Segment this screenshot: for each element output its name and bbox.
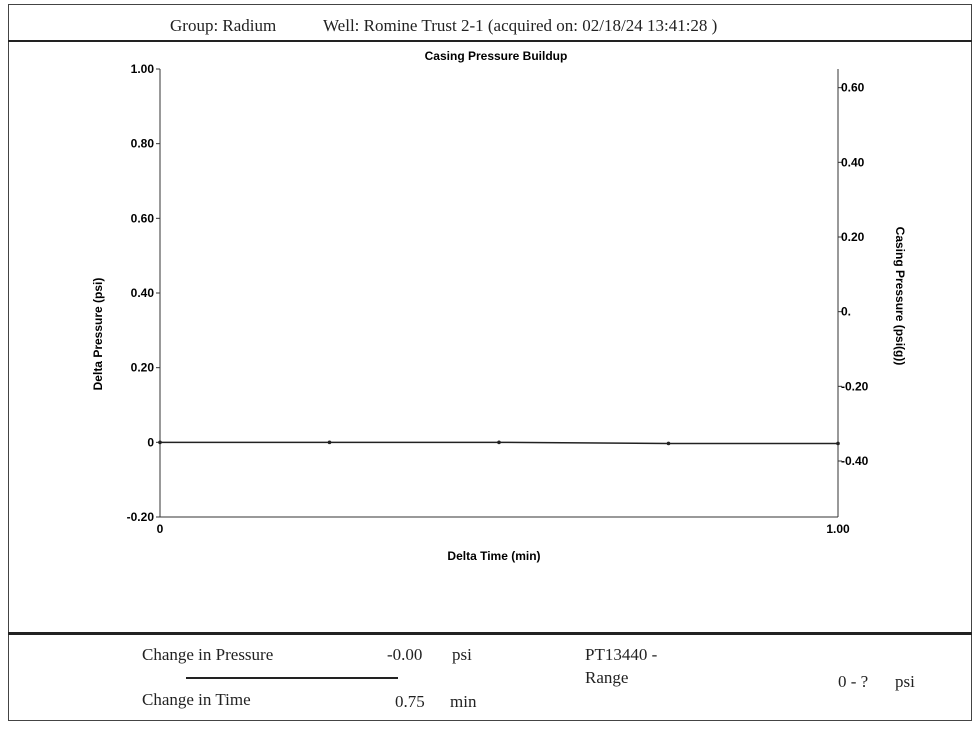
header-divider bbox=[8, 40, 972, 42]
group-label: Group: Radium bbox=[170, 16, 277, 35]
y-tick-label: 1.00 bbox=[131, 62, 155, 76]
sensor-id: PT13440 - bbox=[585, 645, 658, 664]
y2-tick-label: -0.40 bbox=[841, 454, 869, 468]
change-pressure-value: -0.00 bbox=[387, 645, 423, 664]
change-time-label: Change in Time bbox=[142, 690, 251, 709]
x-tick-label: 1.00 bbox=[826, 522, 850, 536]
y-tick-label: 0.60 bbox=[131, 211, 155, 225]
y-tick-label: 0.40 bbox=[131, 286, 155, 300]
range-unit: psi bbox=[895, 672, 915, 691]
change-pressure-label: Change in Pressure bbox=[142, 645, 274, 664]
left-y-axis: 1.00 0.80 0.60 0.40 0.20 0 -0.20 bbox=[127, 62, 161, 524]
casing-pressure-chart: Casing Pressure Buildup 1.00 0.80 0.60 0.40… bbox=[91, 49, 907, 563]
x-axis: 0 1.00 bbox=[157, 516, 850, 536]
range-label: Range bbox=[585, 668, 629, 687]
range-value: 0 - ? bbox=[838, 672, 869, 691]
y2-tick-label: 0.40 bbox=[841, 155, 865, 169]
casing-pressure-point bbox=[327, 440, 332, 445]
x-axis-label: Delta Time (min) bbox=[447, 549, 540, 563]
x-tick-label: 0 bbox=[157, 522, 164, 536]
y2-tick-label: 0.60 bbox=[841, 81, 865, 95]
y-tick-label: -0.20 bbox=[127, 510, 155, 524]
y2-tick-label: 0. bbox=[841, 305, 851, 319]
well-label: Well: Romine Trust 2-1 (acquired on: 02/… bbox=[323, 16, 718, 35]
y-axis-label: Delta Pressure (psi) bbox=[91, 278, 105, 391]
y2-tick-label: -0.20 bbox=[841, 379, 869, 393]
casing-pressure-point bbox=[497, 440, 501, 445]
y2-axis-label: Casing Pressure (psi(g)) bbox=[893, 227, 907, 366]
change-time-unit: min bbox=[450, 692, 477, 711]
y-tick-label: 0.80 bbox=[131, 137, 155, 151]
right-y-axis: 0.60 0.40 0.20 0. -0.20 -0.40 bbox=[837, 69, 869, 517]
casing-pressure-point bbox=[158, 440, 162, 445]
report-header: Group: Radium Well: Romine Trust 2-1 (ac… bbox=[8, 6, 972, 40]
y2-tick-label: 0.20 bbox=[841, 230, 865, 244]
chart-title: Casing Pressure Buildup bbox=[425, 49, 568, 63]
casing-pressure-point bbox=[666, 441, 671, 446]
change-time-value: 0.75 bbox=[395, 692, 425, 711]
change-pressure-unit: psi bbox=[452, 645, 472, 664]
report-frame bbox=[8, 4, 972, 721]
y-tick-label: 0.20 bbox=[131, 361, 155, 375]
series-layer bbox=[158, 440, 840, 446]
footer-divider bbox=[8, 632, 972, 635]
footer-underline bbox=[186, 677, 398, 679]
y-tick-label: 0 bbox=[147, 435, 154, 449]
casing-pressure-point bbox=[836, 441, 840, 446]
